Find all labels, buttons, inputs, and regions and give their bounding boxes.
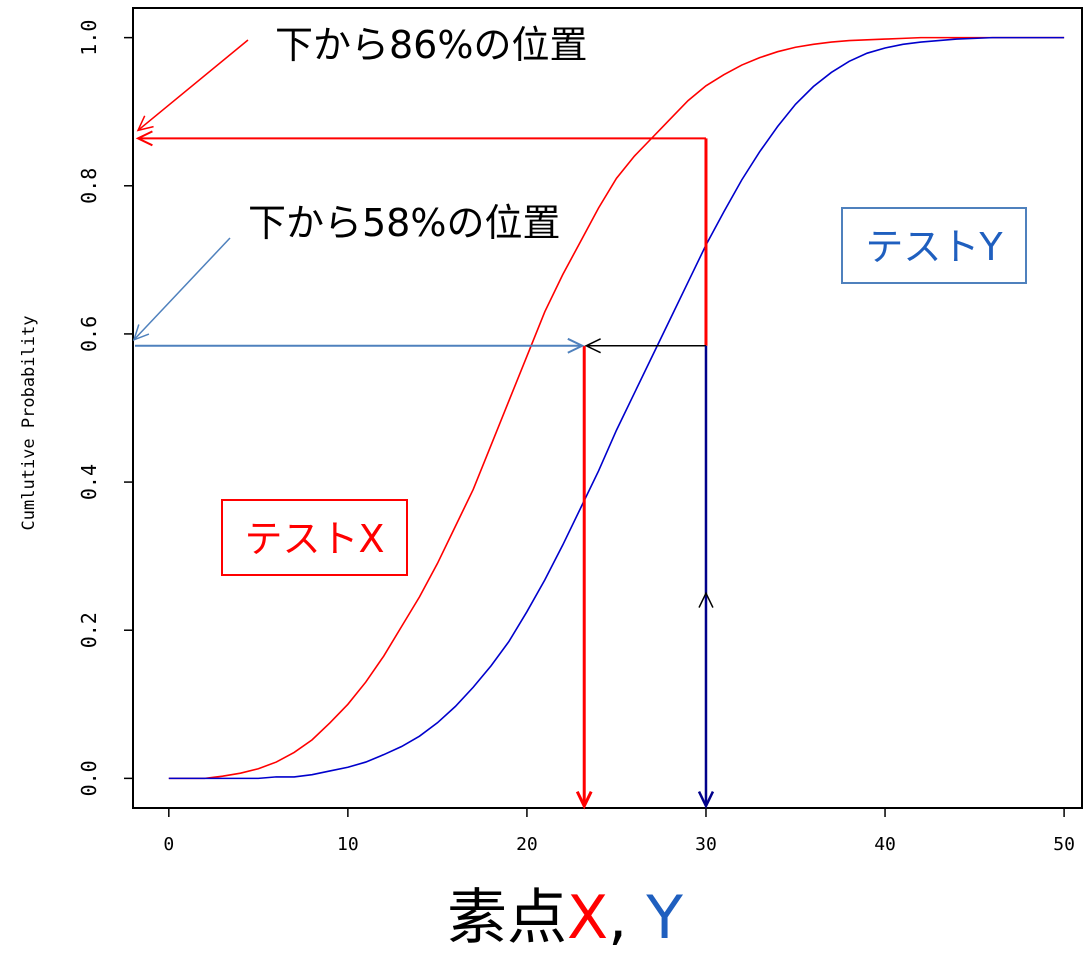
y-tick-label-0.2: 0.2 — [77, 612, 101, 648]
series-group — [168, 36, 1065, 780]
y-axis-label: Cumlutive Probability — [19, 316, 39, 531]
x-tick-label-40: 40 — [874, 834, 896, 855]
x-tick-label-20: 20 — [516, 834, 538, 855]
y-tick-label-0.6: 0.6 — [77, 316, 101, 352]
x-tick-label-30: 30 — [695, 834, 717, 855]
series-line-x — [168, 36, 1065, 780]
annotation-text-86: 下から86%の位置 — [275, 23, 587, 67]
y-tick-label-1.0: 1.0 — [77, 20, 101, 56]
arrow-86-horizontal-head — [135, 130, 153, 147]
arrow-x-down-head — [575, 790, 593, 810]
callout-arrow-58-head — [132, 324, 150, 342]
axes-group: 0 10 20 30 40 50 0.0 0.2 0.4 0.6 0.8 1.0 — [77, 7, 1083, 855]
y-tick-label-0.8: 0.8 — [77, 168, 101, 204]
annotation-text-58: 下から58%の位置 — [248, 201, 560, 245]
y-tick-label-0.4: 0.4 — [77, 464, 101, 500]
arrow-y-to-x-head — [584, 338, 601, 354]
plot-frame — [132, 7, 1083, 809]
callout-arrow-86-shaft — [137, 39, 249, 131]
x-axis-label-part-2: , — [608, 883, 646, 952]
x-axis-label-part-3: Y — [645, 883, 683, 952]
arrow-y-up-head — [698, 591, 714, 608]
x-tick-label-10: 10 — [337, 834, 359, 855]
x-tick-label-50: 50 — [1053, 834, 1075, 855]
y-tick-label-0.0: 0.0 — [77, 760, 101, 796]
legend-box-y — [841, 207, 1027, 284]
x-axis-label: 素点X, Y — [447, 883, 683, 952]
callout-arrow-58-shaft — [133, 237, 231, 341]
callout-arrow-86-head — [136, 115, 154, 132]
legend-label-y: テストY — [865, 225, 1003, 269]
arrow-58-horizontal-head — [567, 337, 585, 354]
x-axis-label-part-0: 素点 — [447, 883, 567, 952]
arrow-y-down-head — [697, 791, 715, 809]
series-line-y — [168, 36, 1065, 780]
legend-label-x: テストX — [244, 517, 384, 561]
x-axis-label-part-1: X — [567, 883, 608, 952]
x-tick-label-0: 0 — [163, 834, 174, 855]
legend-box-x — [221, 499, 408, 576]
